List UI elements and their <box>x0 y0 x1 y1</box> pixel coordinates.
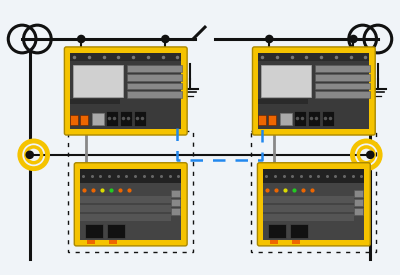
FancyBboxPatch shape <box>64 47 187 135</box>
Bar <box>70 99 120 104</box>
Bar <box>258 99 308 104</box>
Bar <box>252 131 376 252</box>
FancyBboxPatch shape <box>74 163 187 246</box>
Bar <box>354 191 363 197</box>
Bar <box>263 205 354 212</box>
Bar <box>258 53 369 129</box>
Bar <box>354 208 363 215</box>
Circle shape <box>26 151 33 158</box>
Circle shape <box>350 35 357 42</box>
Bar <box>315 92 370 98</box>
Bar <box>68 131 193 252</box>
Bar <box>294 111 306 126</box>
Circle shape <box>367 151 374 158</box>
Bar <box>322 111 334 126</box>
Bar <box>268 115 276 125</box>
Bar <box>85 224 103 238</box>
Bar <box>261 65 311 97</box>
Bar <box>127 82 182 89</box>
Bar <box>107 224 125 238</box>
Circle shape <box>162 35 169 42</box>
Bar <box>268 224 286 238</box>
Bar <box>106 111 118 126</box>
Bar <box>258 53 369 61</box>
Bar <box>315 82 370 89</box>
Bar <box>263 196 354 203</box>
Bar <box>70 115 78 125</box>
Bar <box>171 191 180 197</box>
Bar <box>171 208 180 215</box>
Bar <box>171 199 180 206</box>
Bar <box>80 205 171 212</box>
Bar <box>80 214 171 221</box>
Bar <box>354 199 363 206</box>
Bar <box>127 65 182 72</box>
Bar <box>263 214 354 221</box>
Bar <box>92 113 104 125</box>
Bar <box>292 240 300 244</box>
Bar <box>263 169 364 183</box>
FancyBboxPatch shape <box>252 47 375 135</box>
Bar <box>315 65 370 72</box>
Circle shape <box>78 35 85 42</box>
Bar <box>290 224 308 238</box>
Bar <box>70 53 181 61</box>
Bar <box>263 169 364 240</box>
Bar <box>70 53 181 129</box>
Circle shape <box>266 35 273 42</box>
Bar <box>87 240 95 244</box>
FancyBboxPatch shape <box>258 163 370 246</box>
Bar <box>308 111 320 126</box>
Bar <box>280 113 292 125</box>
Bar <box>270 240 278 244</box>
Bar <box>80 169 181 240</box>
Bar <box>73 65 123 97</box>
Bar <box>80 196 171 203</box>
Bar <box>120 111 132 126</box>
Bar <box>80 169 181 183</box>
Bar <box>109 240 117 244</box>
Bar <box>315 74 370 81</box>
Bar <box>80 115 88 125</box>
Bar <box>127 74 182 81</box>
Bar <box>134 111 146 126</box>
Bar <box>258 115 266 125</box>
Bar <box>127 92 182 98</box>
